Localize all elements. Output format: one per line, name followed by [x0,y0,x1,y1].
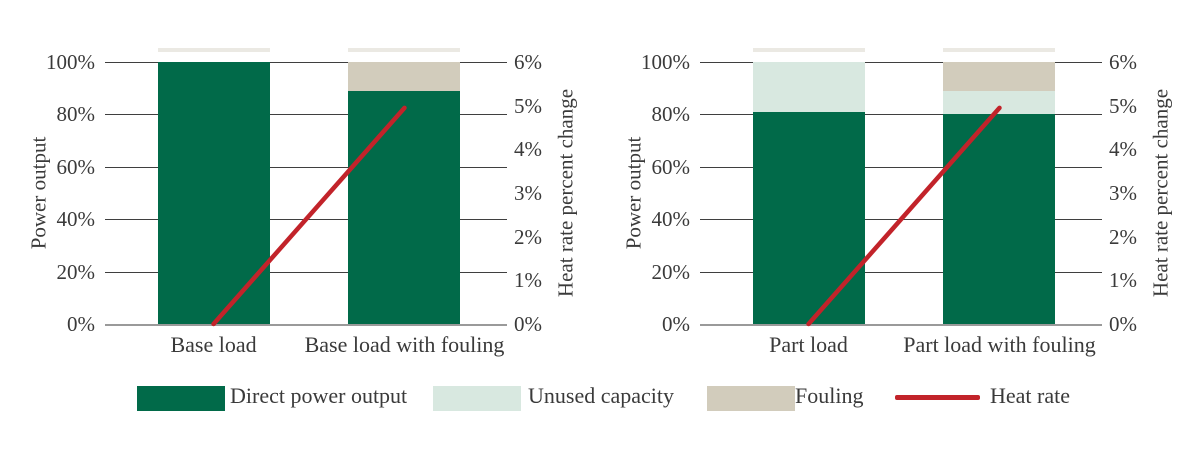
y-axis-title-left: Power output [26,136,51,250]
y-right-tick-label: 1% [514,268,542,293]
y-right-tick-label: 2% [514,224,542,249]
gridline [105,62,507,63]
legend-swatch-fouling [707,386,795,411]
y-right-tick-label: 6% [1109,50,1137,74]
y-axis-title-left: Power output [621,136,646,250]
y-right-tick-label: 0% [1109,312,1137,336]
y-right-tick-label: 0% [514,312,542,336]
y-right-tick-label: 4% [514,137,542,162]
legend-label-heat-rate: Heat rate [990,383,1070,408]
legend-label-fouling: Fouling [795,383,864,408]
gridline [105,271,507,273]
gridline [700,62,1102,63]
y-right-tick-label: 6% [514,50,542,74]
gridline [105,114,507,116]
y-right-tick-label: 5% [1109,93,1137,118]
bar-segment-direct [752,111,865,324]
bar-top-highlight [348,48,461,52]
heat-rate-line [806,105,1002,327]
bar-top-highlight [943,48,1056,52]
y-right-tick-label: 3% [514,181,542,205]
gridline [700,271,1102,273]
y-left-tick-label: 40% [651,207,691,232]
y-right-tick-label: 5% [514,93,542,118]
gridline [105,166,507,168]
legend-label-direct-power-output: Direct power output [230,383,408,408]
bar-top-highlight [157,48,270,52]
category-label: Base load [170,332,257,357]
y-left-tick-label: 60% [56,154,96,179]
legend-swatch-unused-capacity [433,386,521,411]
y-left-tick-label: 60% [651,154,691,179]
y-left-tick-label: 80% [651,102,691,127]
chart-base-load: Power output Heat rate percent change 10… [0,0,604,375]
y-left-tick-label: 100% [46,50,95,74]
legend-label-unused-capacity: Unused capacity [528,383,674,408]
y-right-tick-label: 2% [1109,224,1137,249]
x-axis-baseline [700,324,1102,326]
plot-area [105,48,507,327]
y-axis-title-right: Heat rate percent change [553,88,578,298]
heat-rate-line [211,105,407,327]
gridline [700,114,1102,116]
bar-segment-fouling [943,62,1056,91]
y-left-tick-label: 80% [56,102,96,127]
category-label: Base load with fouling [304,332,505,357]
plot-area [700,48,1102,327]
y-left-tick-label: 0% [67,312,95,336]
category-label: Part load [769,332,848,357]
y-left-tick-label: 20% [56,259,96,284]
y-left-tick-label: 40% [56,207,96,232]
bar-segment-direct [348,90,461,324]
y-right-tick-label: 4% [1109,137,1137,162]
y-left-tick-label: 20% [651,259,691,284]
x-axis-baseline [105,324,507,326]
legend-swatch-direct-power-output [137,386,225,411]
y-left-tick-label: 0% [662,312,690,336]
legend-line-heat-rate [895,395,980,400]
bar-segment-unused [943,90,1056,115]
y-axis-title-right: Heat rate percent change [1148,88,1173,298]
category-label: Part load with fouling [903,332,1096,357]
bar-segment-fouling [348,62,461,91]
bar-segment-unused [752,62,865,112]
y-right-tick-label: 1% [1109,268,1137,293]
y-left-tick-label: 100% [641,50,690,74]
legend: Direct power output Unused capacity Foul… [0,378,1199,418]
chart-part-load: Power output Heat rate percent change 10… [595,0,1199,375]
gridline [700,166,1102,168]
y-right-tick-label: 3% [1109,181,1137,205]
bar-top-highlight [752,48,865,52]
